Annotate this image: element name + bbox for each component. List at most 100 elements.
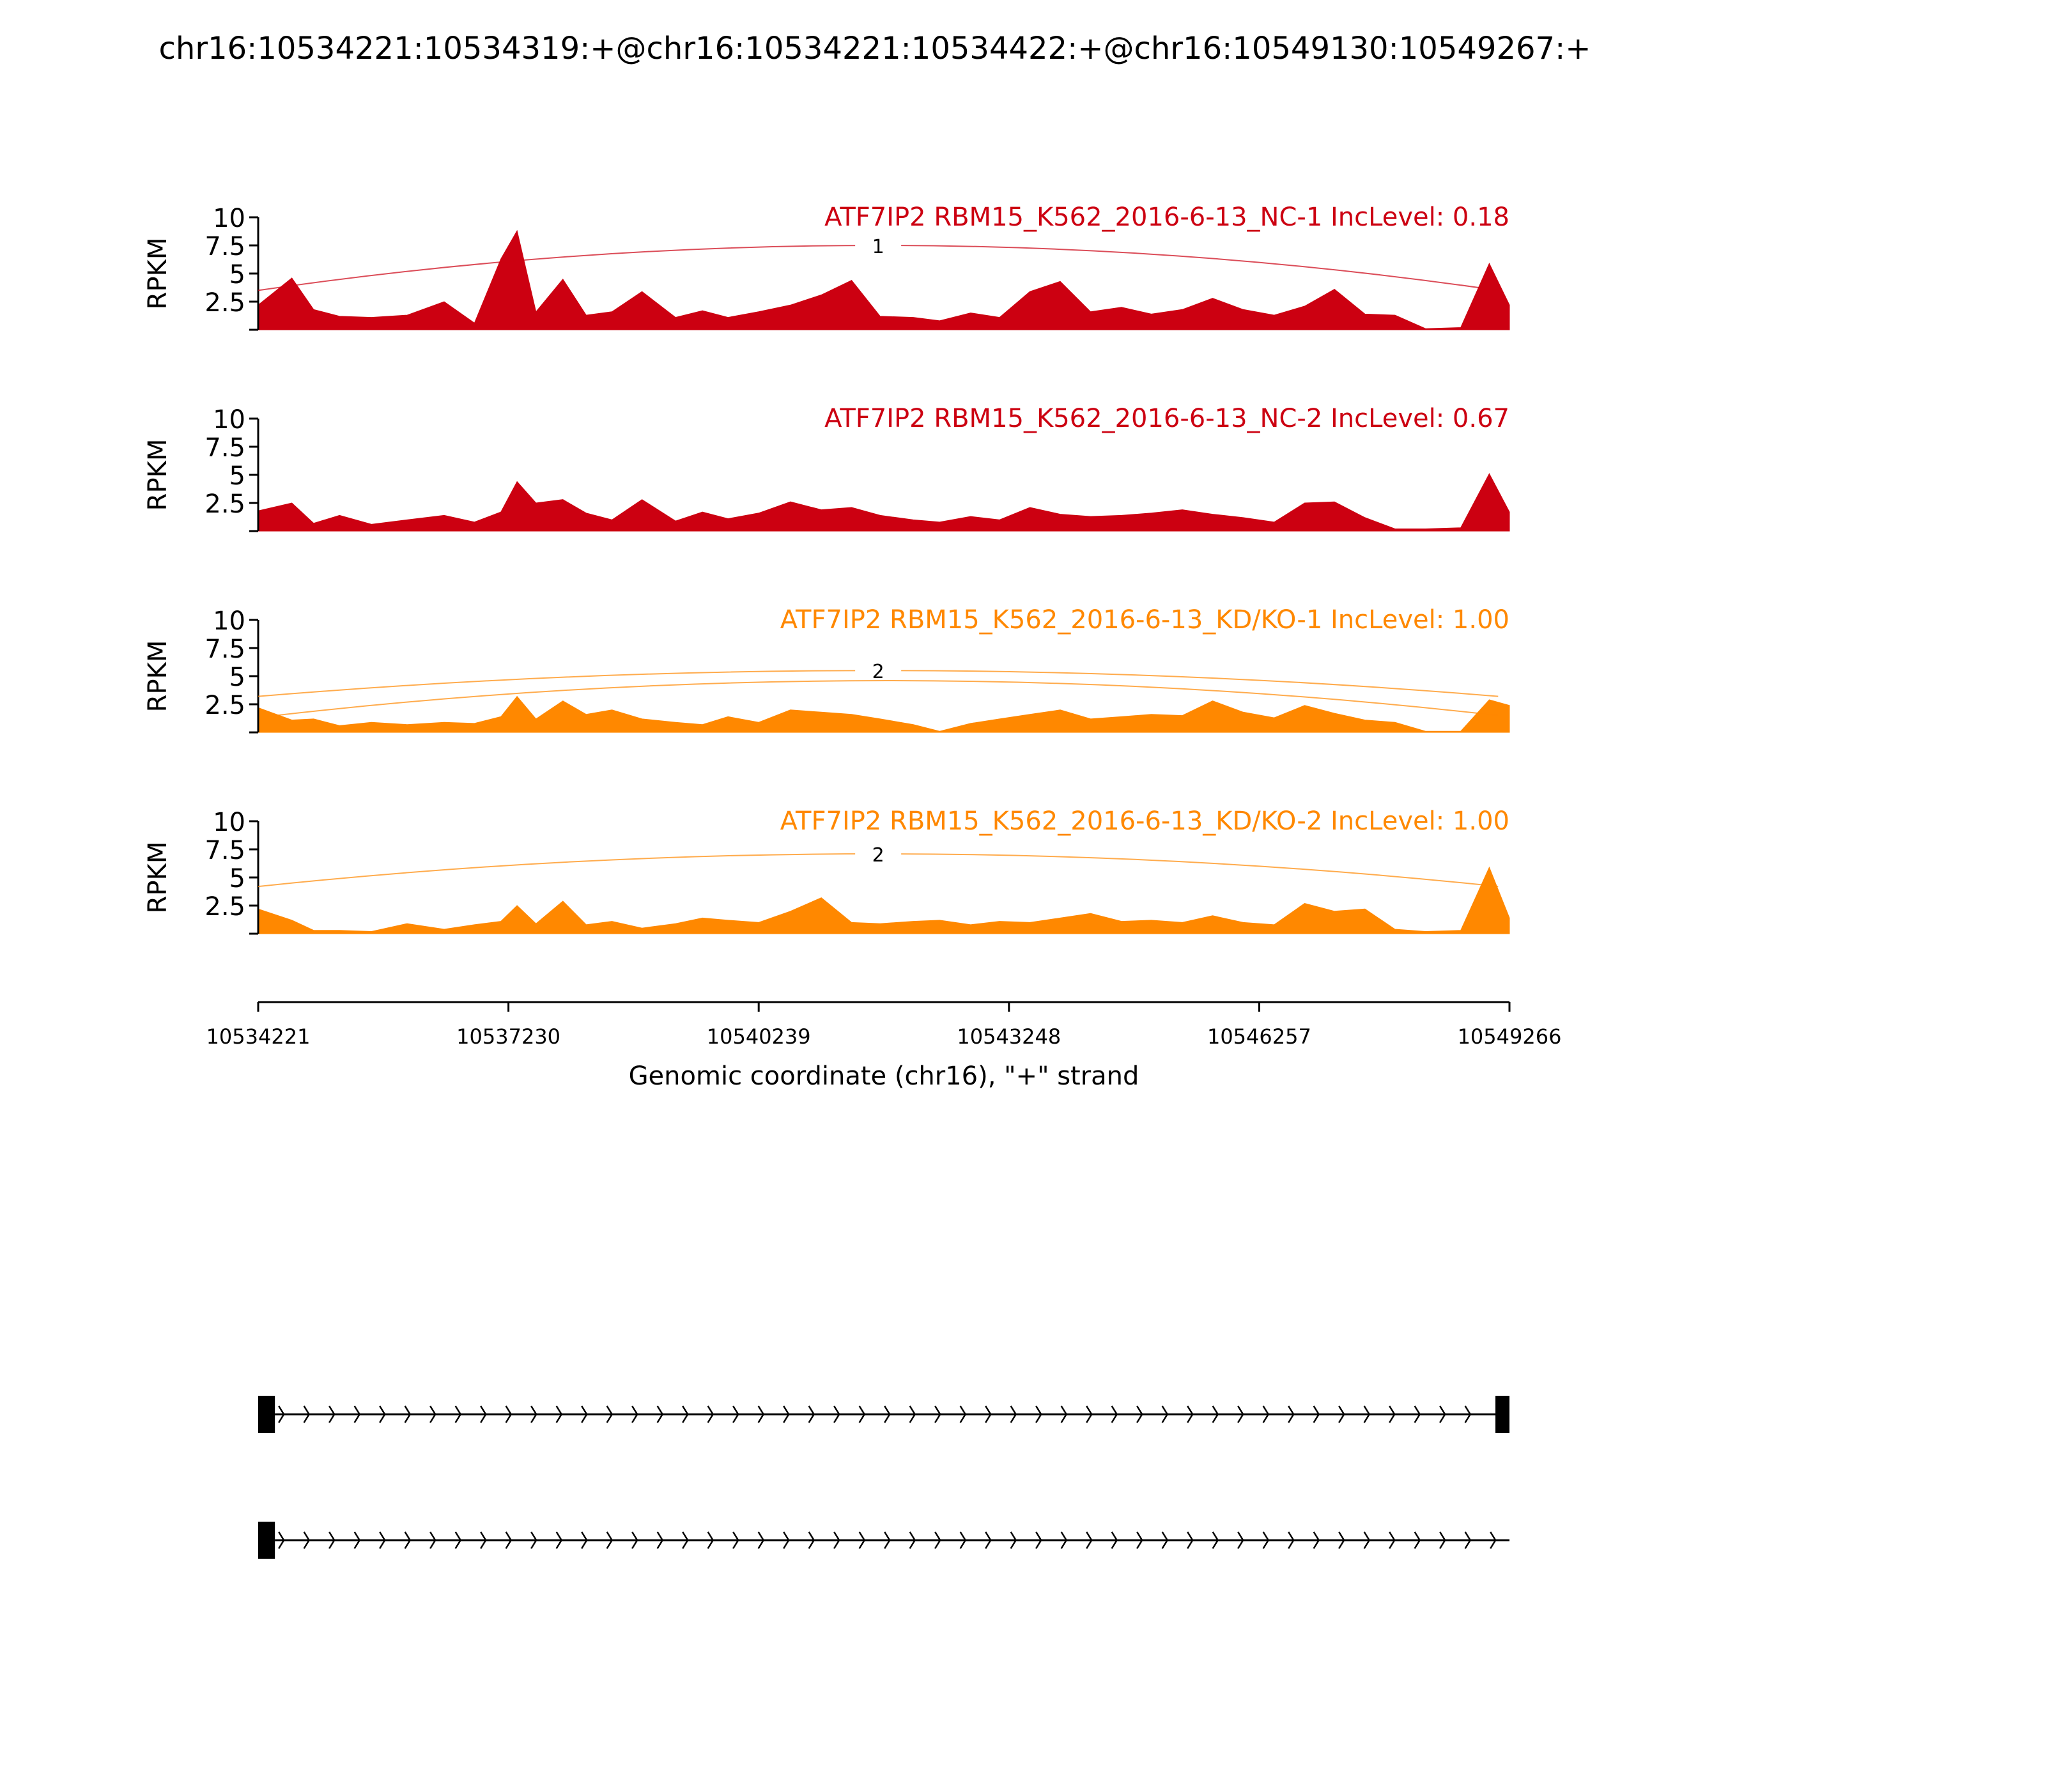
y-tick-label: 10 — [213, 405, 245, 435]
strand-arrow — [783, 1405, 790, 1423]
x-axis-ticks: 10534221 10537230 10540239 10543248 10546257… — [206, 1002, 1562, 1049]
strand-arrow — [1439, 1405, 1446, 1423]
strand-arrow — [909, 1405, 916, 1423]
y-tick-label: 7.5 — [204, 232, 245, 261]
strand-arrow — [858, 1405, 866, 1423]
strand-arrow — [1111, 1405, 1118, 1423]
strand-arrow — [530, 1405, 537, 1423]
strand-arrow — [1439, 1531, 1446, 1549]
strand-arrow — [1313, 1405, 1320, 1423]
x-tick-label: 10543248 — [957, 1024, 1061, 1049]
junction-count-label: 2 — [872, 844, 884, 867]
strand-arrow — [1086, 1405, 1093, 1423]
strand-arrow — [1464, 1531, 1472, 1549]
strand-arrow — [505, 1405, 513, 1423]
strand-arrow — [1161, 1405, 1169, 1423]
coverage-area-2 — [258, 473, 1510, 532]
strand-arrow — [379, 1531, 386, 1549]
gene-model-1 — [258, 1396, 1509, 1433]
strand-arrow — [555, 1531, 563, 1549]
junction-count-label: 1 — [872, 236, 884, 258]
strand-arrow — [404, 1405, 412, 1423]
strand-arrow — [1414, 1531, 1421, 1549]
x-tick-label: 10546257 — [1207, 1024, 1311, 1049]
strand-arrow — [1086, 1531, 1093, 1549]
strand-arrow — [656, 1531, 664, 1549]
strand-arrow — [1288, 1531, 1295, 1549]
strand-arrow — [1338, 1531, 1345, 1549]
strand-arrow — [454, 1405, 462, 1423]
x-tick-label: 10540239 — [707, 1024, 811, 1049]
strand-arrow — [1161, 1531, 1169, 1549]
strand-arrow — [328, 1405, 336, 1423]
y-tick-label: 7.5 — [204, 836, 245, 865]
junction-label-bg — [855, 844, 902, 866]
strand-arrow — [808, 1531, 815, 1549]
strand-arrow — [303, 1531, 311, 1549]
strand-arrow — [884, 1531, 891, 1549]
y-tick-label: 7.5 — [204, 635, 245, 664]
coverage-area-3 — [258, 695, 1510, 733]
strand-arrow — [328, 1531, 336, 1549]
strand-arrow — [1363, 1531, 1371, 1549]
strand-arrow — [454, 1531, 462, 1549]
y-tick-label: 10 — [213, 606, 245, 636]
strand-arrow — [1414, 1405, 1421, 1423]
strand-arrow — [1136, 1531, 1143, 1549]
y-axis-label: RPKM — [143, 238, 173, 310]
strand-arrow — [480, 1405, 487, 1423]
track-title: ATF7IP2 RBM15_K562_2016-6-13_NC-1 IncLev… — [824, 203, 1509, 232]
figure-title: chr16:10534221:10534319:+@chr16:10534221… — [159, 31, 1591, 66]
strand-arrow — [833, 1531, 840, 1549]
y-tick-label: 2.5 — [204, 691, 245, 720]
y-tick-label: 10 — [213, 808, 245, 837]
x-tick-label: 10534221 — [206, 1024, 311, 1049]
strand-arrow — [1111, 1531, 1118, 1549]
strand-arrow — [732, 1405, 739, 1423]
strand-arrow — [429, 1531, 436, 1549]
strand-arrow — [1212, 1531, 1219, 1549]
strand-arrow — [1288, 1405, 1295, 1423]
coverage-track-2: 2.557.510 RPKM ATF7IP2 RBM15_K562_2016-6-1… — [143, 404, 1510, 532]
x-tick-label: 10549266 — [1458, 1024, 1562, 1049]
strand-arrow — [732, 1531, 739, 1549]
y-axis-label: RPKM — [143, 640, 173, 713]
strand-arrow — [757, 1531, 765, 1549]
junction-label-bg — [855, 660, 902, 683]
strand-arrow — [1389, 1531, 1396, 1549]
strand-arrow — [606, 1405, 614, 1423]
exon-1-2 — [1495, 1396, 1509, 1433]
y-axis-label: RPKM — [143, 439, 173, 511]
track-title: ATF7IP2 RBM15_K562_2016-6-13_NC-2 IncLev… — [824, 404, 1509, 433]
coverage-track-3: 2.557.510 RPKM ATF7IP2 RBM15_K562_2016-6-1… — [143, 605, 1510, 734]
strand-arrow — [1035, 1531, 1042, 1549]
gene-model-2 — [258, 1522, 1509, 1559]
strand-arrow — [379, 1405, 386, 1423]
strand-arrow — [1237, 1531, 1244, 1549]
strand-arrow — [555, 1405, 563, 1423]
strand-arrow — [631, 1405, 638, 1423]
y-tick-label: 5 — [229, 461, 245, 491]
strand-arrow — [858, 1531, 866, 1549]
strand-arrow — [1363, 1405, 1371, 1423]
strand-arrow — [353, 1405, 361, 1423]
coverage-area-4 — [258, 866, 1510, 934]
y-tick-label: 5 — [229, 864, 245, 893]
strand-arrow — [278, 1405, 285, 1423]
strand-arrow — [1464, 1405, 1472, 1423]
strand-arrow — [707, 1531, 714, 1549]
exon-2-1 — [258, 1522, 275, 1559]
strand-arrow — [884, 1405, 891, 1423]
strand-arrow — [1010, 1531, 1017, 1549]
strand-arrow — [303, 1405, 311, 1423]
strand-arrow — [606, 1531, 614, 1549]
strand-arrow — [404, 1531, 412, 1549]
strand-arrow — [631, 1531, 638, 1549]
strand-arrow — [1389, 1405, 1396, 1423]
y-tick-label: 2.5 — [204, 288, 245, 318]
strand-arrow — [1136, 1405, 1143, 1423]
y-tick-label: 7.5 — [204, 433, 245, 463]
